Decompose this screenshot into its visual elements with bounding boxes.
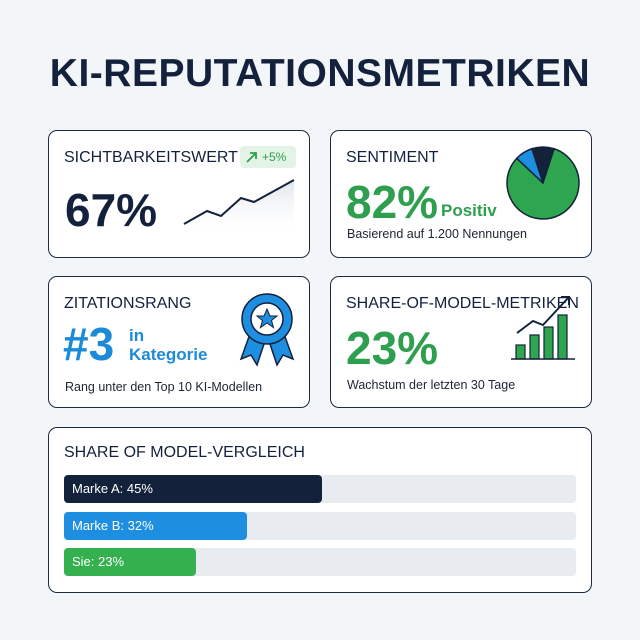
card-title: ZITATIONSRANG — [64, 295, 192, 312]
card-title: SHARE OF MODEL-VERGLEICH — [64, 444, 305, 461]
bar — [64, 475, 322, 503]
bar-track: Marke B: 32% — [64, 511, 576, 540]
sparkline — [183, 179, 295, 236]
card-title: SENTIMENT — [346, 149, 439, 166]
comparison-card: SHARE OF MODEL-VERGLEICH Marke A: 45% Mar… — [48, 427, 592, 593]
bar-label: Marke A: 45% — [72, 481, 153, 496]
badge-text: +5% — [262, 150, 287, 164]
pie-slice — [515, 147, 544, 184]
ribbon-icon — [239, 293, 295, 367]
visibility-card: SICHTBARKEITSWERT +5% 67% — [48, 130, 310, 258]
trend-arrow — [246, 152, 257, 163]
sentiment-card: SENTIMENT 82% Positiv Basierend auf 1.20… — [330, 130, 592, 258]
bar — [64, 511, 248, 540]
metric-value: 23% — [346, 322, 439, 374]
metric-suffix: in — [129, 326, 145, 345]
citation-card: ZITATIONSRANG #3 in Kategorie Rang unter… — [48, 276, 310, 408]
trend-badge: +5% — [240, 146, 296, 168]
bar-track: Sie: 23% — [64, 548, 576, 576]
card-title: SHARE-OF-MODEL-METRIKEN — [346, 295, 579, 312]
card-title: SICHTBARKEITSWERT — [64, 149, 238, 166]
metric-value: 82% — [346, 176, 439, 228]
metric-value: #3 — [63, 318, 115, 370]
metric-suffix: Positiv — [441, 201, 497, 220]
sentiment-pie — [506, 146, 580, 220]
card-note: Basierend auf 1.200 Nennungen — [347, 227, 528, 241]
growth-icon — [511, 296, 575, 360]
share-card: SHARE-OF-MODEL-METRIKEN 23% Wachstum der… — [330, 276, 592, 408]
card-note: Wachstum der letzten 30 Tage — [347, 378, 516, 392]
bar-label: Sie: 23% — [72, 554, 125, 569]
page-title: KI-REPUTATIONSMETRIKEN — [49, 52, 591, 95]
bar-track: Marke A: 45% — [64, 475, 576, 503]
metric-suffix: Kategorie — [129, 345, 208, 364]
bar-label: Marke B: 32% — [72, 517, 154, 533]
metric-value: 67% — [65, 184, 158, 236]
card-note: Rang unter den Top 10 KI-Modellen — [65, 380, 263, 394]
bar — [64, 548, 196, 576]
